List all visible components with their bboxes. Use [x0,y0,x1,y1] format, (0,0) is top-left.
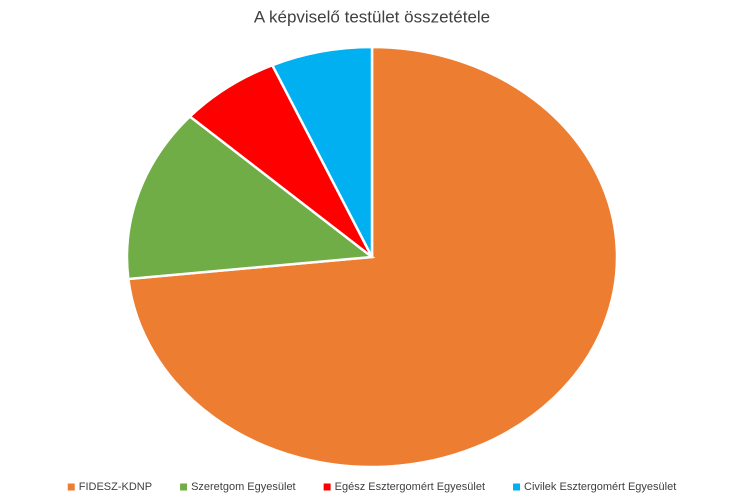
legend-swatch [323,483,331,491]
chart-title: A képviselő testület összetétele [254,7,490,26]
legend-label: Szeretgom Egyesület [191,481,296,493]
legend-label: FIDESZ-KDNP [79,481,152,493]
legend-swatch [67,483,75,491]
legend-swatch [513,483,521,491]
legend-swatch [180,483,188,491]
legend-label: Civilek Esztergomért Egyesület [524,481,676,493]
legend-label: Egész Esztergomért Egyesület [335,481,485,493]
pie-slice [270,45,374,258]
pie-slice [125,114,376,281]
